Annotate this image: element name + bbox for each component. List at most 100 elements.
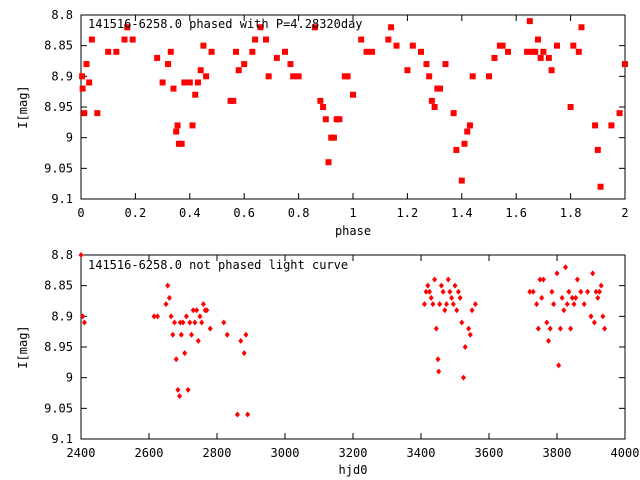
data-point [578, 288, 584, 295]
y-tick-label: 9.1 [51, 192, 73, 206]
data-point [203, 73, 210, 80]
data-point [265, 73, 272, 80]
data-point [581, 301, 587, 308]
data-point [369, 48, 376, 55]
data-point [358, 36, 365, 43]
data-point [200, 301, 206, 308]
data-point [204, 307, 210, 314]
data-point [180, 319, 186, 326]
x-axis-title: phase [335, 224, 371, 238]
data-point [208, 48, 215, 55]
data-point [418, 48, 424, 55]
data-point [252, 36, 259, 43]
data-point [177, 393, 183, 400]
x-tick-label: 0.2 [125, 206, 147, 220]
data-point [235, 67, 242, 74]
data-point [178, 331, 184, 338]
data-point [585, 288, 591, 295]
data-point [187, 319, 193, 326]
data-point [311, 24, 318, 31]
data-point [499, 42, 506, 49]
data-point [491, 54, 498, 61]
data-point [185, 386, 191, 393]
phased-light-curve-panel: 8.8 8.85 8.9 8.95 9 9.05 9.1 0 0.2 0.4 0.6 0.8 1 1.2 1… [16, 8, 629, 238]
data-point [600, 313, 606, 320]
plot-title: 141516-6258.0 not phased light curve [88, 258, 348, 272]
data-point [295, 73, 302, 80]
data-point [545, 54, 552, 61]
data-point [79, 85, 86, 92]
y-tick-label: 8.95 [44, 340, 73, 354]
data-point [571, 301, 577, 308]
data-point [444, 301, 449, 308]
data-point [573, 294, 579, 301]
data-point [537, 276, 543, 283]
y-tick-label: 8.95 [44, 100, 73, 114]
data-point [199, 319, 205, 326]
data-point [273, 54, 280, 61]
data-point [79, 73, 86, 80]
data-point [170, 85, 177, 92]
data-point [597, 288, 602, 295]
data-point [458, 177, 465, 184]
data-point [590, 270, 596, 277]
data-point [540, 276, 546, 283]
data-point [556, 362, 562, 369]
y-tick-label: 9.05 [44, 401, 73, 415]
x-tick-label: 3600 [475, 446, 504, 460]
y-tick-label: 8.85 [44, 279, 73, 293]
data-point [170, 331, 176, 338]
data-point [445, 276, 451, 283]
data-point [594, 146, 601, 153]
x-tick-label: 1.4 [451, 206, 473, 220]
data-point [449, 294, 455, 301]
data-point [80, 313, 86, 320]
data-point [598, 282, 604, 289]
data-point [616, 110, 623, 117]
data-point [388, 24, 395, 31]
data-point [282, 48, 288, 55]
x-tick-label: 3000 [271, 446, 300, 460]
data-point [189, 122, 196, 129]
data-point [459, 319, 465, 326]
data-point [197, 313, 203, 320]
data-point [442, 307, 448, 314]
data-point [165, 282, 171, 289]
data-point [81, 319, 87, 326]
data-point [257, 24, 264, 31]
data-point [363, 48, 370, 55]
data-point [155, 313, 160, 320]
data-point [591, 319, 597, 326]
data-point [425, 282, 431, 289]
data-point [469, 73, 476, 80]
data-point [551, 301, 557, 308]
data-point [548, 67, 555, 74]
data-point [105, 48, 112, 55]
data-point [124, 24, 131, 31]
data-point [154, 54, 161, 61]
data-point [469, 307, 475, 314]
x-tick-label: 2400 [67, 446, 96, 460]
data-point [166, 294, 172, 301]
data-point [151, 313, 157, 320]
data-point [505, 48, 512, 55]
data-point [431, 104, 438, 110]
data-point [437, 85, 444, 92]
data-point [435, 356, 441, 363]
data-point [535, 325, 541, 332]
data-point [241, 61, 248, 68]
x-tick-label: 2 [621, 206, 628, 220]
x-tick-label: 2800 [203, 446, 232, 460]
data-point [173, 356, 179, 363]
data-point [450, 301, 456, 308]
data-point [486, 73, 492, 80]
data-point [544, 319, 550, 326]
data-point [221, 319, 227, 326]
data-point [608, 122, 615, 129]
data-point [527, 288, 533, 295]
data-point [454, 307, 460, 314]
data-point [432, 276, 438, 283]
data-point [88, 36, 95, 43]
data-point [559, 294, 565, 301]
